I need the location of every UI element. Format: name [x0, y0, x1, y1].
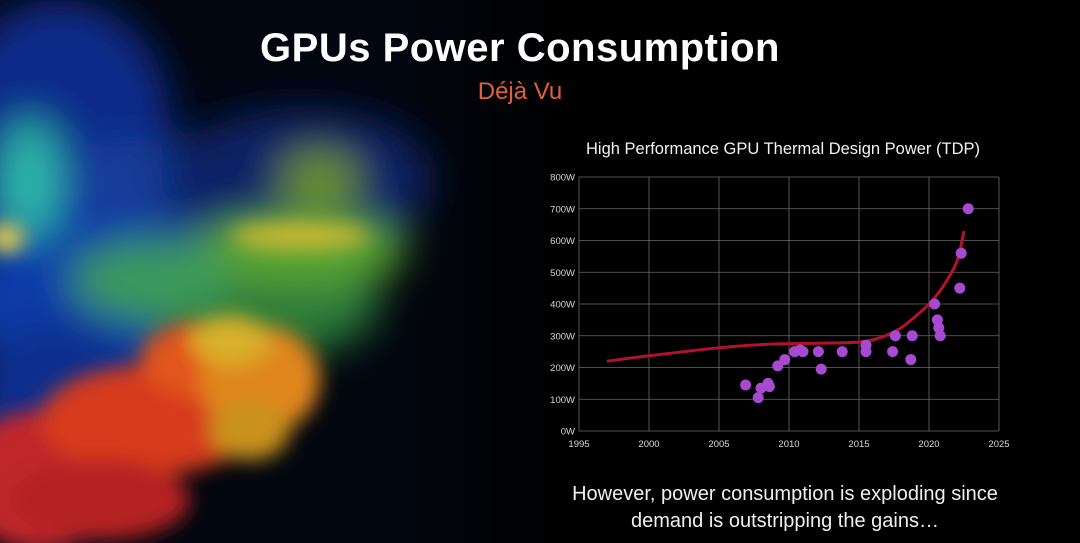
y-tick-label: 300W: [550, 331, 575, 342]
data-point: [934, 330, 946, 342]
data-point: [906, 330, 918, 342]
tdp-scatter-chart: 0W 100W 200W 300W 400W 500W 600W 700W 800W 1995 2…: [550, 173, 1009, 451]
data-point: [740, 379, 752, 391]
data-point: [905, 354, 917, 366]
data-point: [812, 346, 824, 358]
thermal-hand-illustration: [0, 0, 560, 543]
thermal-image: [0, 0, 560, 543]
y-tick-label: 800W: [550, 173, 575, 184]
data-point: [797, 346, 809, 358]
y-tick-label: 200W: [550, 363, 575, 374]
y-tick-label: 700W: [550, 204, 575, 215]
data-point: [763, 381, 775, 393]
data-point: [815, 363, 827, 375]
caption-line-2: demand is outstripping the gains…: [631, 510, 939, 532]
x-tick-label: 2015: [848, 439, 869, 450]
y-tick-label: 400W: [550, 300, 575, 311]
x-tick-label: 2005: [708, 439, 729, 450]
caption-line-1: However, power consumption is exploding …: [572, 483, 998, 505]
y-tick-label: 500W: [550, 268, 575, 279]
data-point: [954, 282, 966, 294]
x-tick-label: 2025: [988, 439, 1009, 450]
slide-subtitle: Déjà Vu: [477, 78, 563, 105]
data-point: [860, 339, 872, 351]
x-axis-ticks: 1995 2000 2005 2010 2015 2020 2025: [568, 439, 1009, 450]
x-tick-label: 2010: [778, 439, 799, 450]
slide-title: GPUs Power Consumption: [260, 26, 780, 70]
data-points: [740, 203, 974, 404]
chart-title: High Performance GPU Thermal Design Powe…: [586, 140, 980, 158]
data-point: [752, 392, 764, 404]
y-axis-ticks: 0W 100W 200W 300W 400W 500W 600W 700W 800W: [550, 173, 575, 438]
slide-caption: However, power consumption is exploding …: [505, 481, 1065, 535]
trend-line: [606, 230, 966, 363]
y-tick-label: 100W: [550, 395, 575, 406]
data-point: [962, 203, 974, 215]
x-tick-label: 1995: [568, 439, 589, 450]
data-point: [772, 360, 784, 372]
data-point: [889, 330, 901, 342]
chart-grid: [578, 176, 1000, 432]
y-tick-label: 0W: [561, 427, 575, 438]
x-tick-label: 2020: [918, 439, 939, 450]
data-point: [779, 354, 791, 366]
data-point: [929, 298, 941, 310]
x-tick-label: 2000: [638, 439, 659, 450]
data-point: [836, 346, 848, 358]
y-tick-label: 600W: [550, 236, 575, 247]
data-point: [887, 346, 899, 358]
data-point: [955, 247, 967, 259]
